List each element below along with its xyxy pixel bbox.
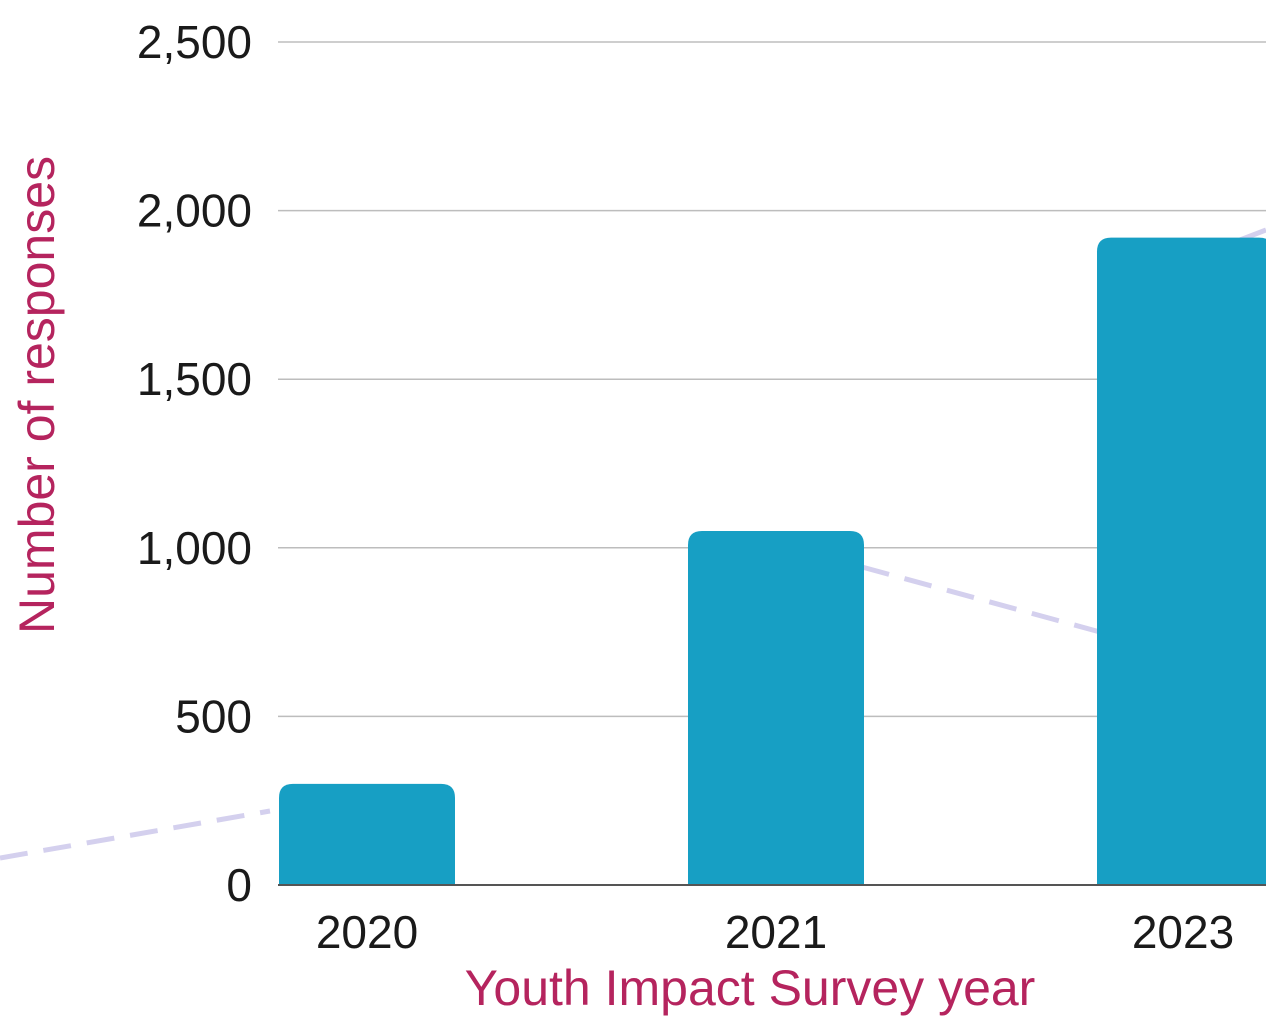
- x-axis-tick-labels: 2020 2021 2023: [316, 906, 1234, 958]
- y-tick-label: 500: [175, 690, 252, 742]
- x-axis-title: Youth Impact Survey year: [465, 960, 1036, 1016]
- y-tick-label: 1,500: [137, 353, 252, 405]
- bars: [279, 237, 1266, 885]
- y-tick-label: 0: [226, 859, 252, 911]
- y-tick-label: 1,000: [137, 522, 252, 574]
- x-tick-label: 2021: [725, 906, 827, 958]
- x-tick-label: 2020: [316, 906, 418, 958]
- y-tick-label: 2,000: [137, 185, 252, 237]
- bar-2020: [279, 783, 455, 885]
- bar-2021: [688, 530, 864, 885]
- y-tick-label: 2,500: [137, 16, 252, 68]
- x-tick-label: 2023: [1132, 906, 1234, 958]
- y-axis-tick-labels: 0 500 1,000 1,500 2,000 2,500: [137, 16, 252, 911]
- bar-2023: [1097, 237, 1266, 885]
- y-axis-title: Number of responses: [9, 156, 65, 634]
